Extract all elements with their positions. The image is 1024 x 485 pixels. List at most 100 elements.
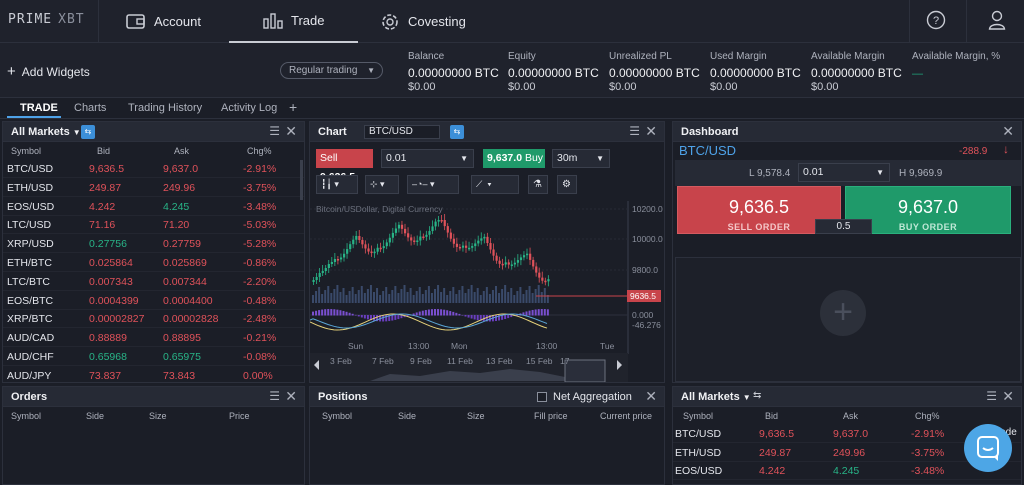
- close-icon[interactable]: ✕: [645, 388, 657, 404]
- chart-buy-button[interactable]: 9,637.0 Buy: [483, 149, 545, 168]
- menu-icon[interactable]: ☰: [986, 389, 997, 403]
- link-icon[interactable]: ⇆: [81, 125, 95, 139]
- workspace-tabs: TRADE Charts Trading History Activity Lo…: [0, 98, 1024, 119]
- tab-charts[interactable]: Charts: [74, 102, 107, 114]
- nav-account[interactable]: Account: [126, 0, 201, 43]
- tab-activity-log[interactable]: Activity Log: [221, 102, 278, 114]
- column-header[interactable]: Bid: [765, 411, 779, 421]
- add-widgets-button[interactable]: + Add Widgets: [7, 63, 90, 80]
- close-icon[interactable]: ✕: [1002, 123, 1014, 139]
- table-row[interactable]: ETH/USD 249.87 249.96 -3.75%: [3, 178, 304, 197]
- scrollbar[interactable]: [300, 160, 303, 200]
- chart-symbol-input[interactable]: BTC/USD: [364, 125, 440, 139]
- volume-bar: [525, 290, 528, 303]
- account-summary-bar: + Add Widgets Regular trading ▼ Balance …: [0, 43, 1024, 98]
- candle-body: [370, 251, 373, 254]
- oscillator-bar: [522, 312, 525, 316]
- column-header[interactable]: Ask: [174, 146, 190, 156]
- oscillator-bar: [501, 315, 504, 320]
- column-header[interactable]: Symbol: [11, 146, 42, 156]
- settings-icon[interactable]: ⚙: [557, 175, 577, 194]
- last-price-badge: [627, 290, 661, 302]
- oscillator-bar: [543, 309, 546, 316]
- divider: [966, 0, 967, 43]
- support-chat-button[interactable]: [964, 424, 1012, 472]
- table-row[interactable]: AUD/CAD 0.88889 0.88895 -0.21%: [3, 328, 304, 348]
- table-row[interactable]: EOS/USD 4.242 4.245 -3.48%: [3, 197, 304, 216]
- table-row[interactable]: LTC/BTC 0.007343 0.007344 -2.20%: [3, 272, 304, 291]
- dashboard-symbol[interactable]: BTC/USD: [679, 143, 737, 158]
- menu-icon[interactable]: ☰: [629, 124, 640, 138]
- time-tick-label: 13:00: [408, 341, 430, 351]
- oscillator-bar: [369, 315, 372, 321]
- column-header[interactable]: Size: [149, 411, 167, 421]
- chart-type-button[interactable]: ┇╽ ▾: [316, 175, 358, 194]
- close-icon[interactable]: ✕: [645, 123, 657, 139]
- oscillator-bar: [363, 315, 366, 319]
- column-header[interactable]: Ask: [843, 411, 859, 421]
- menu-icon[interactable]: ☰: [269, 124, 280, 138]
- column-header[interactable]: Chg%: [915, 411, 940, 421]
- table-row[interactable]: XRP/USD 0.27756 0.27759 -5.28%: [3, 234, 304, 254]
- volume-bar: [403, 285, 406, 303]
- net-aggregation-checkbox[interactable]: [537, 392, 547, 402]
- column-header[interactable]: Fill price: [534, 411, 568, 421]
- column-header[interactable]: Side: [398, 411, 417, 421]
- logo[interactable]: PRIME XBT: [8, 12, 85, 27]
- nav-covesting-label: Covesting: [408, 14, 466, 29]
- column-header[interactable]: Bid: [97, 146, 111, 156]
- trading-mode-select[interactable]: Regular trading ▼: [280, 62, 383, 79]
- flask-icon[interactable]: ⚗: [528, 175, 548, 194]
- markets-title[interactable]: All Markets ▼: [11, 126, 81, 138]
- table-row[interactable]: ETH/USD 249.87 249.96 -3.75%: [673, 443, 1021, 462]
- link-icon[interactable]: ⇆: [753, 390, 762, 401]
- indicators-button[interactable]: ⊹ ▾: [365, 175, 399, 194]
- column-header[interactable]: Current price: [600, 411, 653, 421]
- table-row[interactable]: EOS/USD 4.242 4.245 -3.48%: [673, 461, 1021, 480]
- time-button[interactable]: –◔– ▾: [407, 175, 459, 194]
- buy-order-button[interactable]: 9,637.0 BUY ORDER: [845, 186, 1011, 234]
- caret-down-icon: ▼: [876, 168, 884, 177]
- stat-label: Available Margin, %: [912, 51, 1001, 62]
- column-header[interactable]: Symbol: [11, 411, 42, 421]
- tab-trade[interactable]: TRADE: [20, 102, 58, 114]
- oscillator-bar: [415, 312, 418, 316]
- close-icon[interactable]: ✕: [285, 388, 297, 404]
- link-icon[interactable]: ⇆: [450, 125, 464, 139]
- interval-select[interactable]: 30m ▼: [552, 149, 610, 168]
- table-row[interactable]: BTC/USD 9,636.5 9,637.0 -2.91%: [673, 424, 1021, 443]
- table-row[interactable]: LTC/USD 71.16 71.20 -5.03%: [3, 215, 304, 235]
- bid-price: 4.242: [759, 465, 786, 477]
- chart-quantity-select[interactable]: 0.01 ▼: [381, 149, 474, 168]
- nav-trade[interactable]: Trade: [229, 0, 358, 43]
- navigator-date-label: 9 Feb: [410, 356, 432, 366]
- column-header[interactable]: Side: [86, 411, 105, 421]
- table-row[interactable]: AUD/CHF 0.65968 0.65975 -0.08%: [3, 347, 304, 366]
- add-widget-plus-icon[interactable]: +: [820, 290, 866, 336]
- oscillator-bar: [351, 313, 354, 316]
- table-row[interactable]: BTC/USD 9,636.5 9,637.0 -2.91%: [3, 159, 304, 178]
- user-icon[interactable]: [988, 10, 1006, 33]
- add-tab-button[interactable]: +: [289, 99, 298, 115]
- column-header[interactable]: Symbol: [322, 411, 353, 421]
- sell-order-button[interactable]: 9,636.5 SELL ORDER: [677, 186, 841, 234]
- tab-trading-history[interactable]: Trading History: [128, 102, 203, 114]
- nav-covesting[interactable]: Covesting: [380, 0, 466, 43]
- dashboard-quantity-select[interactable]: 0.01 ▼: [798, 163, 890, 182]
- close-icon[interactable]: ✕: [1002, 388, 1014, 404]
- table-row[interactable]: EOS/BTC 0.0004399 0.0004400 -0.48%: [3, 291, 304, 310]
- table-row[interactable]: AUD/JPY 73.837 73.843 0.00%: [3, 366, 304, 382]
- column-header[interactable]: Chg%: [247, 146, 272, 156]
- menu-icon[interactable]: ☰: [269, 389, 280, 403]
- column-header[interactable]: Price: [229, 411, 250, 421]
- drawing-tools-button[interactable]: ⟋ ▾: [471, 175, 519, 194]
- price-chart[interactable]: 10200.0 10000.0 9800.0 Bitcoin/USDollar, Di…: [310, 122, 665, 383]
- close-icon[interactable]: ✕: [285, 123, 297, 139]
- column-header[interactable]: Symbol: [683, 411, 714, 421]
- table-row[interactable]: ETH/BTC 0.025864 0.025869 -0.86%: [3, 253, 304, 272]
- volume-bar: [510, 288, 513, 303]
- table-row[interactable]: XRP/BTC 0.00002827 0.00002828 -2.48%: [3, 309, 304, 329]
- markets-title[interactable]: All Markets ▼: [681, 391, 751, 403]
- help-icon[interactable]: ?: [926, 10, 946, 33]
- column-header[interactable]: Size: [467, 411, 485, 421]
